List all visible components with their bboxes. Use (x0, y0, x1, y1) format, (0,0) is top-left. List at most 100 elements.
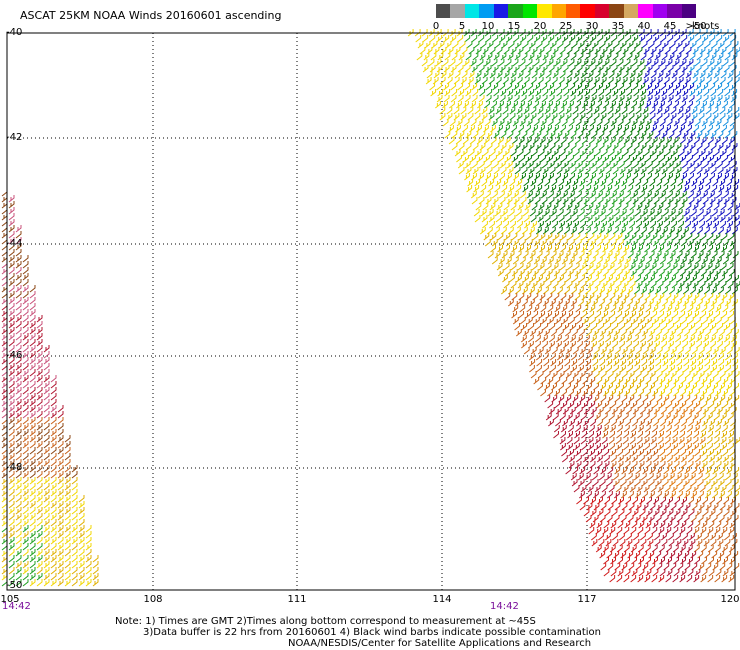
wind-barb (665, 137, 672, 145)
wind-barb (15, 531, 22, 539)
wind-barb (673, 59, 680, 67)
wind-barb (631, 101, 637, 109)
wind-barb (659, 557, 666, 565)
wind-barb (574, 125, 580, 133)
wind-barb (8, 411, 15, 419)
wind-barb (673, 191, 680, 199)
wind-barb (617, 305, 624, 313)
wind-barb (575, 101, 581, 109)
wind-barb (64, 495, 71, 503)
wind-barb (612, 533, 618, 541)
wind-barb (646, 95, 653, 103)
wind-barb (679, 269, 686, 277)
wind-barb (691, 347, 698, 355)
wind-barb (454, 71, 461, 79)
wind-barb (707, 311, 714, 319)
wind-barb (638, 257, 645, 265)
wind-barb (596, 317, 603, 325)
wind-barb (569, 335, 576, 343)
wind-barb (646, 419, 652, 427)
wind-barb (698, 467, 705, 475)
wind-barb (533, 119, 540, 127)
wind-barb (92, 561, 99, 569)
wind-barb (703, 167, 710, 175)
wind-barb (64, 441, 71, 449)
wind-barb (479, 167, 486, 175)
wind-barb (665, 425, 672, 433)
wind-barb (569, 419, 575, 427)
wind-barb (22, 393, 29, 401)
wind-barb (573, 413, 580, 421)
wind-barb (579, 371, 586, 379)
wind-barb (494, 209, 501, 217)
wind-barb (573, 485, 580, 493)
wind-barb (642, 395, 649, 403)
wind-barb (590, 407, 597, 415)
wind-barb (43, 375, 50, 383)
wind-barb (692, 485, 699, 493)
wind-barb (584, 143, 591, 151)
wind-barb (630, 269, 637, 277)
wind-barb (575, 449, 581, 457)
wind-barb (533, 317, 540, 325)
wind-barb (696, 299, 703, 307)
wind-barb (604, 65, 611, 73)
wind-barb (480, 209, 487, 217)
wind-barb (653, 197, 660, 205)
wind-barb (36, 417, 43, 425)
wind-barb (547, 257, 554, 265)
note-line-1: Note: 1) Times are GMT 2)Times along bot… (115, 616, 536, 627)
wind-barb (710, 473, 717, 481)
wind-barb (624, 521, 631, 529)
wind-barb (8, 537, 15, 545)
wind-barb (600, 113, 607, 121)
wind-barb (535, 167, 542, 175)
wind-barb (717, 89, 724, 97)
wind-barb (704, 551, 711, 559)
wind-barb (85, 525, 92, 533)
wind-barb (661, 473, 668, 481)
wind-barb (570, 167, 577, 175)
wind-barb (600, 371, 607, 379)
wind-barb (472, 53, 479, 61)
wind-barb (627, 185, 634, 193)
wind-barb (603, 305, 610, 313)
wind-barb (612, 299, 619, 307)
wind-barb (494, 41, 501, 49)
wind-barb (719, 215, 726, 223)
wind-barb (658, 293, 665, 301)
wind-barb (612, 323, 619, 331)
wind-barb (610, 101, 616, 109)
wind-barb (666, 377, 673, 385)
wind-barb (57, 573, 64, 581)
wind-barb (686, 425, 693, 433)
wind-barb (506, 95, 513, 103)
wind-barb (565, 113, 572, 121)
wind-barb (670, 467, 677, 475)
wind-barb (618, 509, 625, 517)
wind-barb (471, 161, 478, 169)
wind-barb (598, 473, 605, 481)
wind-barb (507, 299, 514, 307)
wind-barb (594, 71, 601, 79)
wind-barb (547, 239, 554, 247)
wind-barb (526, 119, 533, 127)
wind-barb (461, 71, 468, 79)
wind-barb (542, 299, 549, 307)
wind-barb (511, 125, 517, 133)
wind-barb (442, 29, 449, 37)
wind-barb (78, 567, 85, 575)
wind-barb (689, 89, 696, 97)
wind-barb (714, 443, 720, 451)
wind-barb (673, 257, 680, 265)
wind-barb (681, 197, 688, 205)
wind-barb (705, 77, 712, 85)
wind-barb (591, 287, 598, 295)
wind-barb (718, 251, 725, 259)
wind-barb (417, 41, 424, 49)
wind-barb (674, 509, 681, 517)
wind-barb (535, 143, 542, 151)
wind-barb (491, 29, 498, 37)
wind-barb (515, 251, 522, 259)
wind-barb (580, 47, 587, 55)
